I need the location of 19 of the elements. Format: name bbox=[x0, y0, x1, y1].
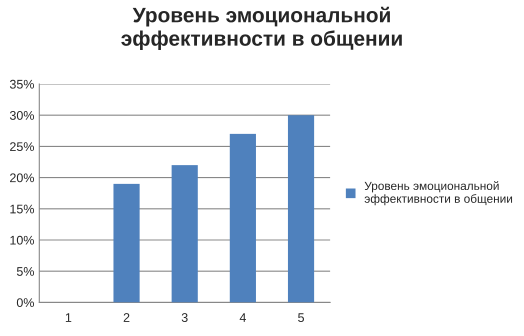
x-tick-label: 3 bbox=[182, 313, 188, 322]
chart-title: Уровень эмоциональной эффективности в общении bbox=[121, 6, 402, 50]
x-tick-label: 1 bbox=[66, 313, 72, 322]
bar bbox=[288, 115, 314, 302]
bar bbox=[113, 184, 140, 302]
y-tick-label: 30% bbox=[10, 111, 34, 120]
y-tick-label: 10% bbox=[10, 236, 34, 245]
y-tick-label: 35% bbox=[10, 80, 34, 89]
y-tick-label: 25% bbox=[10, 142, 34, 152]
y-tick-label: 20% bbox=[10, 173, 34, 182]
x-tick-label: 5 bbox=[298, 313, 304, 322]
y-tick-label: 0% bbox=[16, 298, 34, 308]
x-tick-label: 2 bbox=[124, 313, 130, 322]
y-tick-label: 5% bbox=[16, 267, 34, 276]
legend-label: Уровень эмоциональной эффективности в общении bbox=[364, 181, 512, 206]
y-tick-label: 15% bbox=[10, 204, 34, 214]
bar bbox=[230, 134, 256, 302]
bar bbox=[172, 165, 198, 302]
x-tick-label: 4 bbox=[240, 313, 246, 322]
